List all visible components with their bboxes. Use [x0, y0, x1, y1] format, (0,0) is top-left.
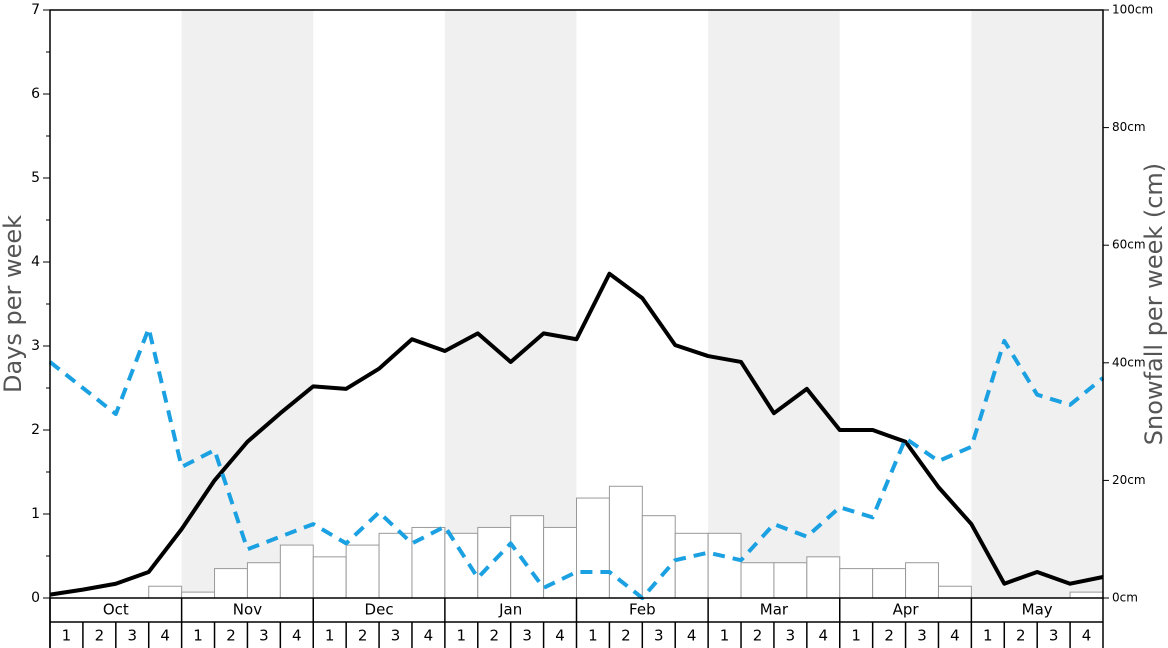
week-label: 3 — [786, 627, 796, 645]
y-tick-label: 0 — [31, 590, 40, 606]
bar — [937, 585, 972, 599]
week-label: 4 — [424, 627, 434, 645]
bar — [312, 556, 347, 599]
bar — [707, 532, 742, 599]
week-label: 1 — [325, 627, 335, 645]
bar — [444, 532, 479, 599]
y2-tick-label: 0cm — [1112, 591, 1138, 605]
week-label: 2 — [1016, 627, 1026, 645]
month-label: Apr — [893, 601, 920, 619]
y2-tick-label: 20cm — [1112, 473, 1146, 487]
bar — [510, 515, 545, 599]
month-label: Feb — [629, 601, 656, 619]
week-label: 4 — [555, 627, 565, 645]
week-label: 1 — [193, 627, 203, 645]
y-tick-label: 6 — [31, 86, 40, 102]
y-tick-label: 4 — [31, 254, 40, 270]
week-label: 4 — [160, 627, 170, 645]
bar — [806, 556, 841, 599]
week-label: 1 — [62, 627, 72, 645]
week-label: 4 — [950, 627, 960, 645]
week-label: 1 — [983, 627, 993, 645]
week-label: 2 — [358, 627, 368, 645]
bar — [214, 568, 248, 599]
week-label: 1 — [851, 627, 861, 645]
bar — [181, 591, 216, 599]
week-label: 4 — [819, 627, 829, 645]
month-shade — [971, 10, 1103, 598]
line — [48, 326, 1105, 600]
y2-tick-label: 60cm — [1112, 238, 1146, 252]
y2-axis-label: Snowfall per week (cm) — [1140, 163, 1168, 445]
month-shade — [181, 10, 314, 598]
week-label: 4 — [1082, 627, 1092, 645]
week-label: 1 — [457, 627, 467, 645]
bar — [148, 585, 183, 599]
y-tick-label: 5 — [31, 170, 40, 186]
bar — [477, 526, 512, 599]
week-label: 3 — [127, 627, 137, 645]
week-label: 1 — [588, 627, 598, 645]
bar — [246, 562, 281, 599]
month-label: Oct — [103, 601, 129, 619]
y-tick-label: 7 — [31, 2, 40, 18]
week-label: 4 — [292, 627, 302, 645]
y-tick-label: 1 — [31, 506, 40, 522]
y-axis-label: Days per week — [0, 215, 27, 393]
bar — [839, 568, 874, 599]
month-label: Mar — [760, 601, 789, 619]
week-label: 1 — [720, 627, 730, 645]
week-label: 2 — [95, 627, 105, 645]
bar — [608, 485, 643, 599]
week-label: 3 — [391, 627, 401, 645]
month-label: Dec — [365, 601, 394, 619]
month-label: Nov — [233, 601, 262, 619]
week-label: 2 — [753, 627, 763, 645]
bar — [740, 562, 775, 599]
bar — [576, 497, 610, 599]
y2-tick-label: 80cm — [1112, 120, 1146, 134]
week-label: 2 — [489, 627, 499, 645]
month-label: May — [1022, 601, 1053, 619]
week-label: 3 — [654, 627, 664, 645]
month-shade — [708, 10, 840, 598]
week-label: 3 — [522, 627, 532, 645]
week-label: 3 — [259, 627, 269, 645]
y2-tick-label: 100cm — [1112, 3, 1153, 17]
bar — [674, 532, 709, 599]
week-label: 3 — [917, 627, 927, 645]
month-label: Jan — [498, 601, 522, 619]
month-shade — [444, 10, 577, 598]
bar — [773, 562, 808, 599]
line — [49, 271, 1104, 597]
bar — [641, 515, 676, 599]
week-label: 2 — [226, 627, 236, 645]
week-label: 2 — [621, 627, 631, 645]
week-label: 3 — [1049, 627, 1059, 645]
y-tick-label: 3 — [31, 338, 40, 354]
y2-tick-label: 40cm — [1112, 355, 1146, 369]
bar — [345, 544, 380, 599]
y-tick-label: 2 — [31, 422, 40, 438]
bar — [279, 544, 314, 599]
bar — [378, 532, 413, 599]
bar — [872, 568, 907, 599]
bar — [1069, 591, 1104, 599]
bar — [905, 562, 939, 599]
week-label: 4 — [687, 627, 697, 645]
week-label: 2 — [884, 627, 894, 645]
bar — [411, 526, 446, 599]
